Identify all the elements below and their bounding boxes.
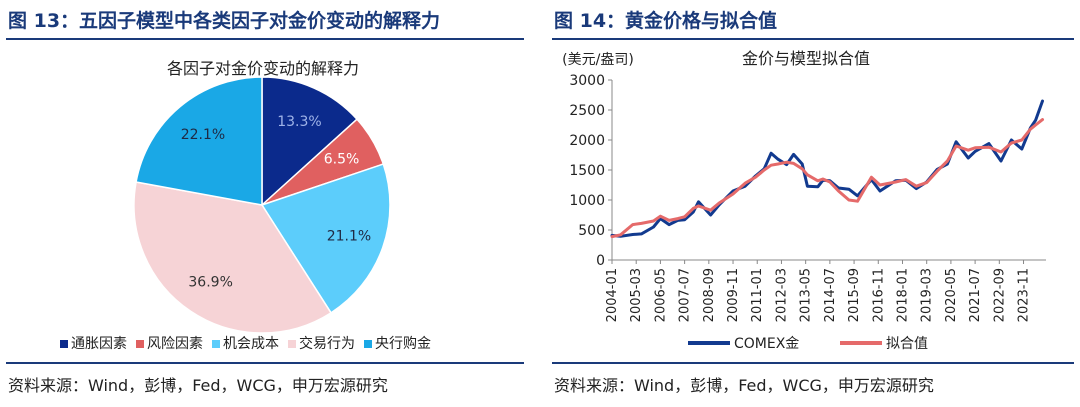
pie-chart: 各因子对金价变动的解释力 13.3% 6.5% 21.1% 36.9% 22.1% 通胀因素… <box>60 59 431 352</box>
title-rule <box>6 38 524 40</box>
legend-swatch <box>364 340 372 348</box>
x-tick-label: 2009-11 <box>726 268 741 322</box>
y-tick-label: 3000 <box>569 73 605 89</box>
source-rule <box>552 362 1074 364</box>
legend-label: 通胀因素 <box>71 336 127 352</box>
y-tick-label: 1000 <box>569 193 605 209</box>
pie-slice-label: 36.9% <box>188 275 232 291</box>
left-figure-panel: 图 13：五因子模型中各类因子对金价变动的解释力 各因子对金价变动的解释力 13.… <box>0 0 530 407</box>
title-rule <box>552 38 1074 40</box>
source-note: 资料来源：Wind，彭博，Fed，WCG，申万宏源研究 <box>554 376 934 395</box>
figure-title: 图 14：黄金价格与拟合值 <box>554 10 778 32</box>
legend-swatch <box>212 340 220 348</box>
pie-slice-4 <box>133 181 333 334</box>
y-tick-label: 1500 <box>569 163 605 179</box>
legend-swatch <box>288 340 296 348</box>
x-tick-label: 2023-11 <box>1017 268 1032 322</box>
legend-label: 央行购金 <box>375 336 431 352</box>
x-tick-label: 2018-01 <box>896 268 911 322</box>
series-line-comex <box>610 99 1044 238</box>
x-tick-label: 2014-07 <box>823 268 838 322</box>
legend-label: COMEX金 <box>734 336 799 352</box>
pie-slice-label: 13.3% <box>277 114 321 130</box>
pie-slice-label: 22.1% <box>181 127 225 143</box>
x-tick-label: 2004-01 <box>605 268 620 322</box>
x-tick-label: 2007-07 <box>678 268 693 322</box>
series-line-fit <box>610 118 1044 239</box>
y-tick-label: 0 <box>596 253 605 269</box>
y-tick-label: 500 <box>578 223 605 239</box>
x-tick-label: 2022-09 <box>992 268 1007 322</box>
figure-title: 图 13：五因子模型中各类因子对金价变动的解释力 <box>8 10 441 32</box>
source-note: 资料来源：Wind，彭博，Fed，WCG，申万宏源研究 <box>8 376 388 395</box>
x-tick-label: 2020-05 <box>944 268 959 322</box>
x-tick-label: 2019-03 <box>920 268 935 322</box>
pie-slice-5 <box>135 76 263 206</box>
x-tick-label: 2012-03 <box>775 268 790 322</box>
x-tick-label: 2005-03 <box>629 268 644 322</box>
y-tick-label: 2000 <box>569 133 605 149</box>
pie-slice-label: 21.1% <box>327 229 371 245</box>
x-tick-label: 2008-09 <box>702 268 717 322</box>
pie-title: 各因子对金价变动的解释力 <box>167 59 359 78</box>
x-tick-label: 2021-07 <box>968 268 983 322</box>
line-chart-title: 金价与模型拟合值 <box>742 49 870 68</box>
x-tick-label: 2006-05 <box>653 268 668 322</box>
legend-label: 交易行为 <box>299 335 355 352</box>
source-rule <box>6 362 524 364</box>
x-tick-label: 2016-11 <box>871 268 886 322</box>
y-tick-label: 2500 <box>569 103 605 119</box>
legend-label: 机会成本 <box>223 336 279 352</box>
legend-label: 风险因素 <box>147 336 203 352</box>
x-tick-label: 2011-01 <box>750 268 765 322</box>
pie-slice-label: 6.5% <box>324 151 360 167</box>
pie-slice-3 <box>260 163 391 314</box>
y-axis-label: (美元/盎司) <box>562 52 634 68</box>
legend-swatch <box>136 340 144 348</box>
line-chart: (美元/盎司) 金价与模型拟合值 0 500 1000 1500 2000 2500 3000 2… <box>562 49 1046 352</box>
legend-label: 拟合值 <box>886 336 928 352</box>
x-tick-label: 2015-09 <box>847 268 862 322</box>
legend-swatch <box>60 340 68 348</box>
right-figure-panel: 图 14：黄金价格与拟合值 (美元/盎司) 金价与模型拟合值 0 500 1000 150… <box>546 0 1080 407</box>
x-tick-label: 2013-05 <box>799 268 814 322</box>
pie-slice-1 <box>261 76 359 207</box>
